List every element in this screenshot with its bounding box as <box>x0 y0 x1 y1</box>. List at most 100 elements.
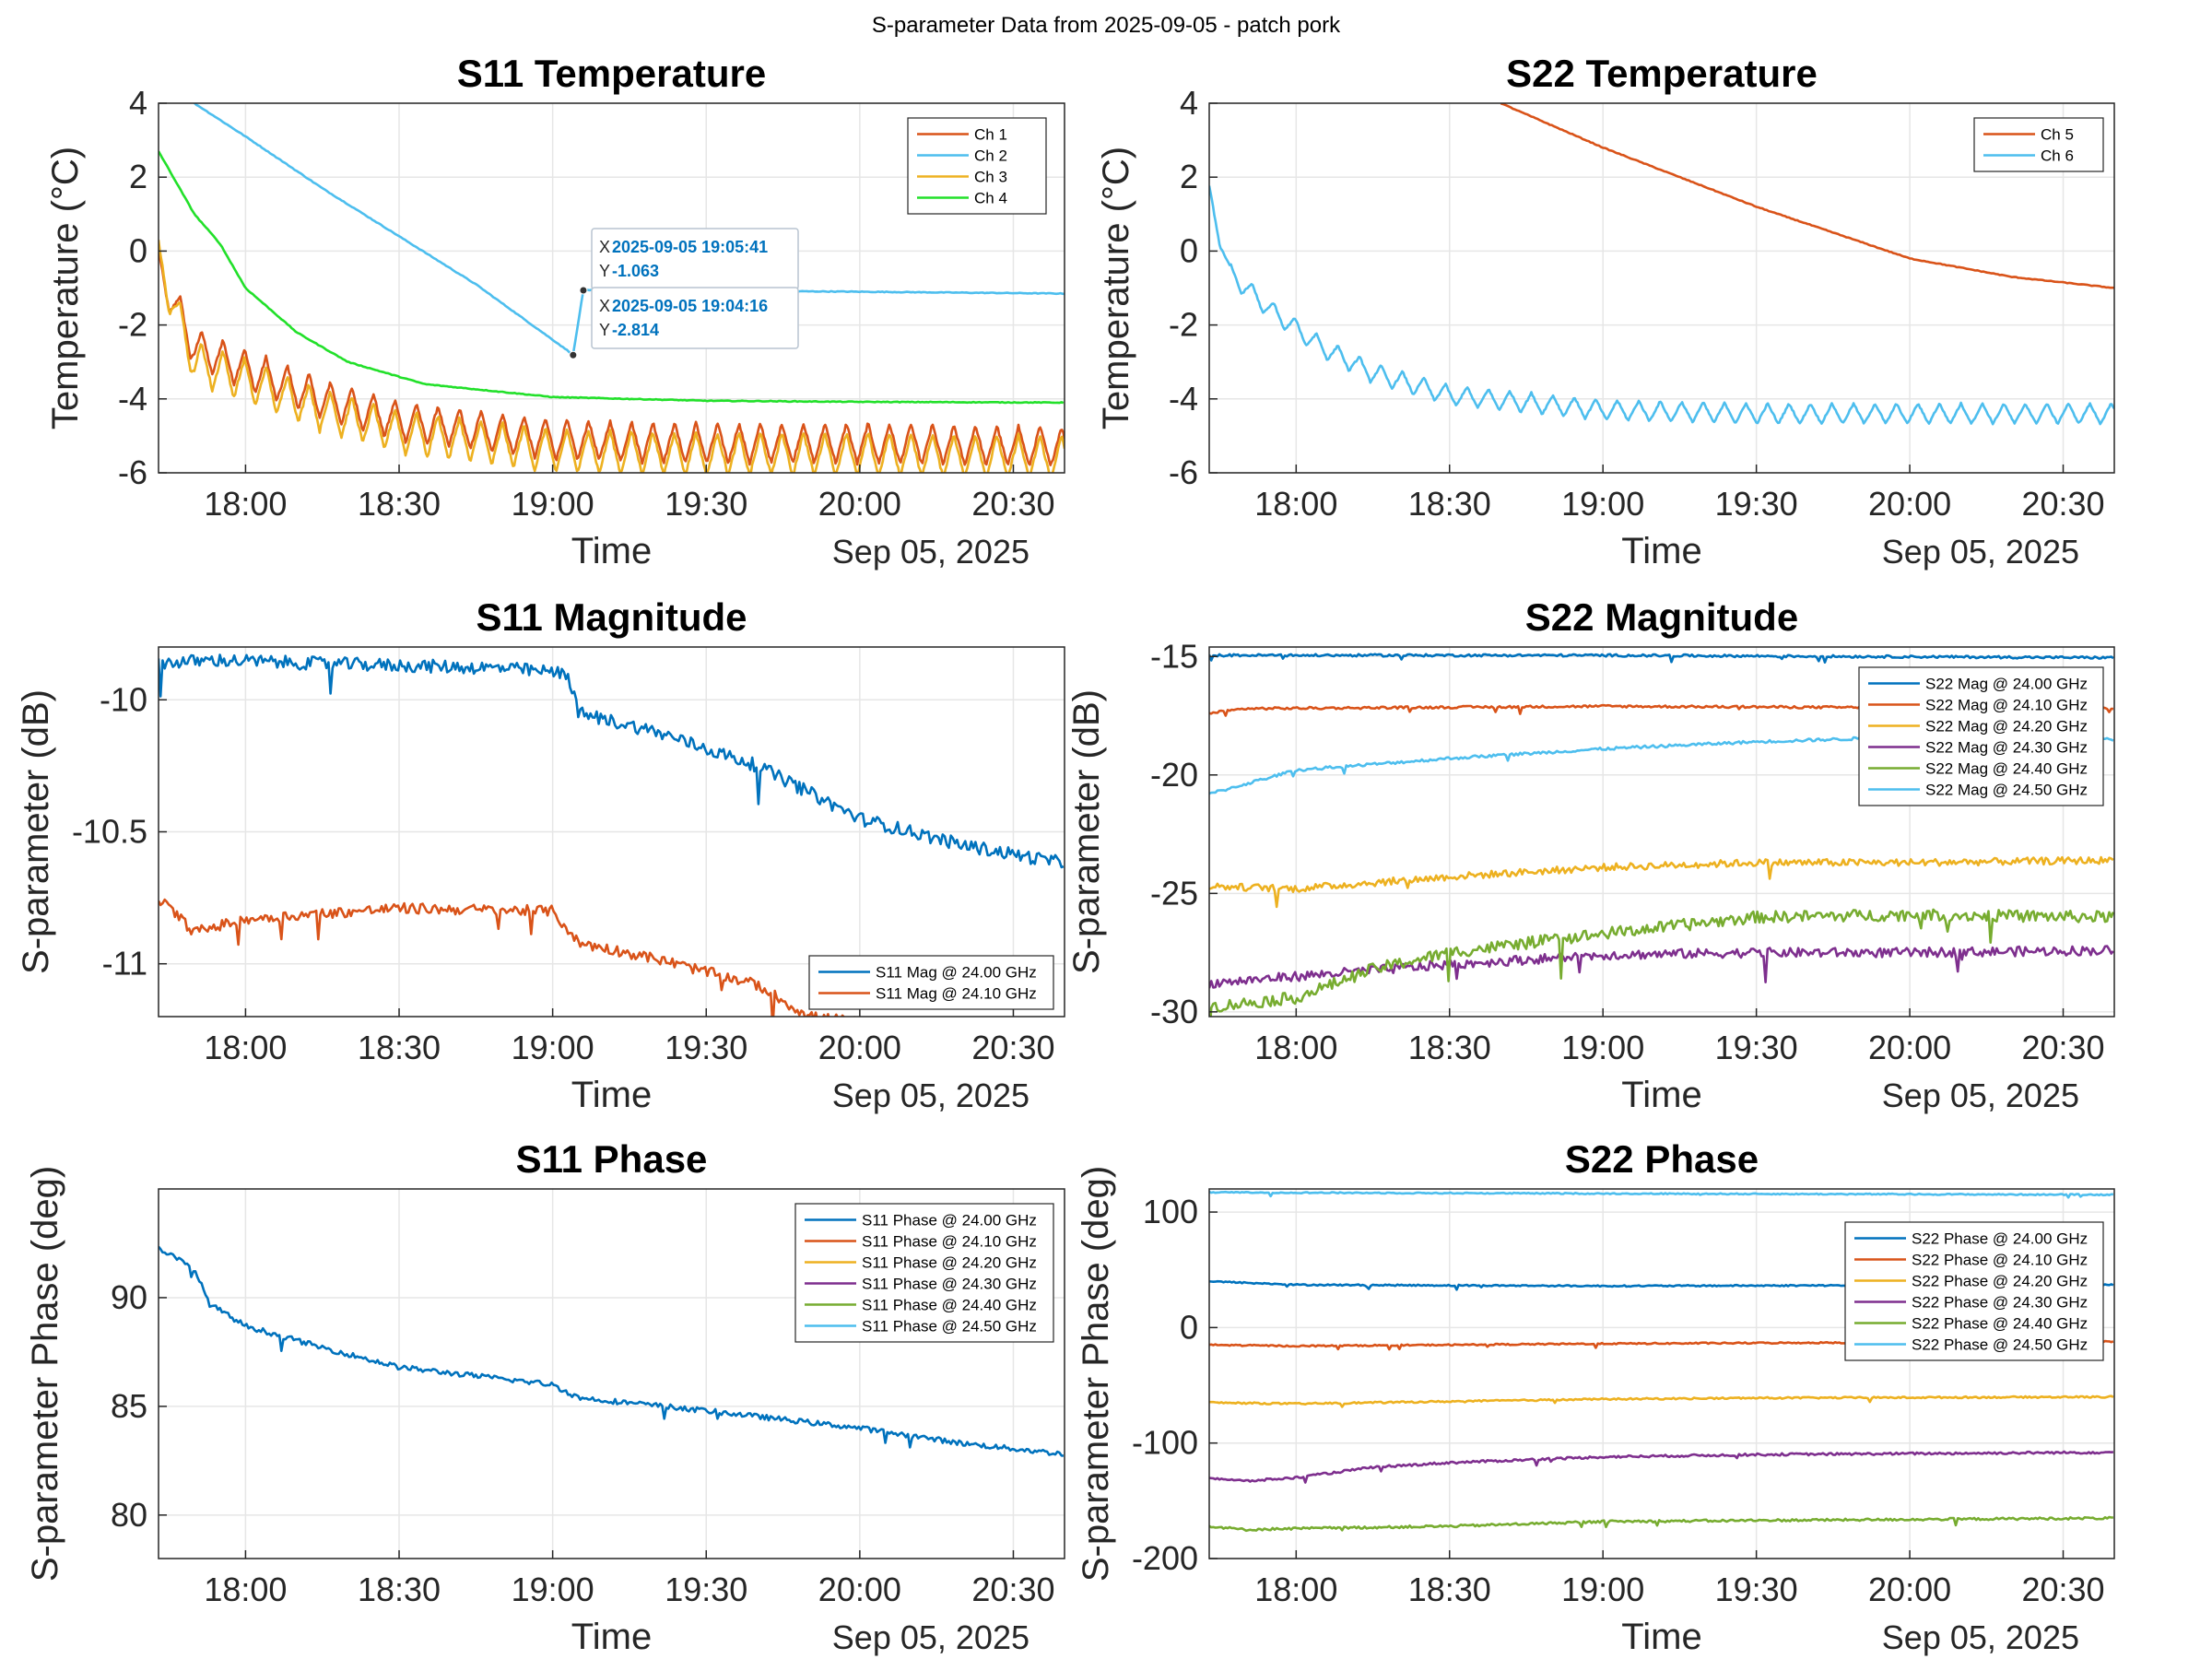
legend-entry: S11 Phase @ 24.30 GHz <box>862 1276 1037 1293</box>
legend-entry: Ch 1 <box>974 126 1007 144</box>
series-line-s22-mag-24-00-ghz <box>1209 653 2114 664</box>
x-tick-label: 19:00 <box>1561 485 1644 523</box>
datatip-box <box>591 287 799 349</box>
datatip-y-key: Y <box>599 262 610 280</box>
legend-entry: S11 Phase @ 24.50 GHz <box>862 1318 1037 1335</box>
legend-entry: S22 Phase @ 24.30 GHz <box>1912 1294 2088 1312</box>
x-tick-label: 19:00 <box>512 1029 594 1066</box>
legend: Ch 1 Ch 2 Ch 3 Ch 4 <box>907 117 1047 215</box>
legend-entry: S22 Mag @ 24.00 GHz <box>1925 676 2088 693</box>
legend-entry: S11 Phase @ 24.40 GHz <box>862 1297 1037 1314</box>
datatip-y-key: Y <box>599 321 610 339</box>
panel-title: S22 Temperature <box>1506 52 1818 95</box>
panel-title: S22 Phase <box>1565 1137 1759 1181</box>
y-axis-label: Temperature (°C) <box>45 147 86 429</box>
y-tick-label: 0 <box>1180 231 1198 269</box>
date-label: Sep 05, 2025 <box>1882 533 2079 571</box>
y-axis-label: S-parameter (dB) <box>16 689 56 974</box>
panel-title: S11 Magnitude <box>476 595 747 639</box>
series-line-ch-5 <box>1500 103 2114 289</box>
y-tick-label: -200 <box>1132 1539 1198 1577</box>
y-tick-label: -10 <box>100 680 147 718</box>
x-tick-label: 18:00 <box>1254 1029 1337 1066</box>
legend: S11 Mag @ 24.00 GHz S11 Mag @ 24.10 GHz <box>808 955 1054 1010</box>
series-group <box>159 653 1065 1017</box>
series-line-s22-mag-24-40-ghz <box>1209 908 2114 1017</box>
y-tick-label: -6 <box>1169 453 1198 491</box>
legend-entry: S22 Mag @ 24.50 GHz <box>1925 782 2088 799</box>
datatip-x-key: X <box>599 238 610 256</box>
x-tick-label: 20:00 <box>1868 1029 1951 1066</box>
x-tick-label: 19:00 <box>1561 1571 1644 1608</box>
legend-entry: S22 Phase @ 24.00 GHz <box>1912 1230 2088 1248</box>
legend-entry: S22 Phase @ 24.20 GHz <box>1912 1273 2088 1290</box>
legend-entry: Ch 2 <box>974 147 1007 165</box>
figure-suptitle: S-parameter Data from 2025-09-05 - patch… <box>872 13 1341 38</box>
legend-box <box>1844 1221 2104 1361</box>
series-line-s22-mag-24-30-ghz <box>1209 945 2114 989</box>
legend-entry: Ch 4 <box>974 190 1007 207</box>
datatip-y-value: -2.814 <box>612 321 659 339</box>
date-label: Sep 05, 2025 <box>832 1618 1030 1656</box>
y-tick-label: 4 <box>1180 84 1198 122</box>
datatip-x-value: 2025-09-05 19:05:41 <box>612 238 768 256</box>
legend-box <box>1858 666 2104 806</box>
x-tick-label: 19:30 <box>665 485 747 523</box>
panel-title: S11 Phase <box>516 1137 708 1181</box>
x-tick-label: 20:00 <box>818 1571 901 1608</box>
panel-s11-phase: 18:00 18:30 19:00 19:30 20:00 20:30 80 85 90 S11 … <box>25 1137 1065 1657</box>
legend-entry: S22 Mag @ 24.20 GHz <box>1925 718 2088 735</box>
legend-entry: S11 Phase @ 24.10 GHz <box>862 1233 1037 1251</box>
x-tick-label: 19:30 <box>1715 1029 1798 1066</box>
x-axis-label: Time <box>1621 1075 1701 1115</box>
legend: S22 Phase @ 24.00 GHz S22 Phase @ 24.10 G… <box>1844 1221 2104 1361</box>
x-tick-label: 18:30 <box>358 485 441 523</box>
series-group <box>159 1245 1065 1457</box>
y-tick-label: -30 <box>1150 993 1198 1030</box>
datatip-marker[interactable] <box>569 350 578 359</box>
date-label: Sep 05, 2025 <box>1882 1077 2079 1114</box>
legend-box <box>808 955 1054 1010</box>
x-tick-label: 20:00 <box>818 485 901 523</box>
legend-entry: S22 Mag @ 24.40 GHz <box>1925 760 2088 778</box>
datatip-y-value: -1.063 <box>612 262 659 280</box>
x-tick-label: 20:00 <box>1868 1571 1951 1608</box>
x-axis-label: Time <box>1621 531 1701 571</box>
axes-frame <box>1208 1188 2115 1559</box>
x-tick-label: 20:30 <box>971 485 1054 523</box>
x-axis-label: Time <box>571 1075 652 1115</box>
x-tick-label: 18:00 <box>204 485 287 523</box>
panel-s22-temp: 18:00 18:30 19:00 19:30 20:00 20:30 -6 -4 -2 0 2 4 S… <box>1096 52 2115 571</box>
legend: S11 Phase @ 24.00 GHz S11 Phase @ 24.10 G… <box>794 1203 1054 1343</box>
y-tick-label: -4 <box>1169 380 1198 418</box>
y-tick-label: -11 <box>102 945 147 982</box>
x-axis-label: Time <box>571 531 652 571</box>
legend-entry: S22 Phase @ 24.40 GHz <box>1912 1315 2088 1333</box>
y-tick-label: 80 <box>111 1496 147 1534</box>
datatip-marker[interactable] <box>579 286 588 295</box>
panel-s22-mag: 18:00 18:30 19:00 19:30 20:00 20:30 -30 -25 -20 -… <box>1066 595 2115 1115</box>
legend: Ch 5 Ch 6 <box>1973 117 2104 172</box>
datatip-x-key: X <box>599 297 610 315</box>
legend-entry: S11 Mag @ 24.10 GHz <box>876 985 1037 1003</box>
y-tick-label: 0 <box>1180 1308 1198 1346</box>
y-tick-label: -100 <box>1132 1424 1198 1462</box>
panel-s11-temp: 18:00 18:30 19:00 19:30 20:00 20:30 -6 -4 -2 0 2 4 S… <box>45 52 1065 571</box>
x-tick-label: 20:30 <box>2021 1029 2104 1066</box>
legend-entry: Ch 6 <box>2041 147 2074 165</box>
legend-entry: S11 Phase @ 24.20 GHz <box>862 1254 1037 1272</box>
x-tick-label: 20:30 <box>971 1029 1054 1066</box>
datatip[interactable]: X 2025-09-05 19:04:16Y -2.814 <box>569 287 799 359</box>
y-tick-label: -4 <box>118 380 147 418</box>
y-axis-label: S-parameter Phase (deg) <box>1076 1166 1116 1582</box>
legend-entry: S11 Phase @ 24.00 GHz <box>862 1212 1037 1230</box>
legend-entry: S22 Phase @ 24.10 GHz <box>1912 1252 2088 1269</box>
series-line-ch-6 <box>1209 185 2114 426</box>
date-label: Sep 05, 2025 <box>832 1077 1030 1114</box>
axes-frame <box>1208 646 2115 1018</box>
legend-entry: S11 Mag @ 24.00 GHz <box>876 964 1037 982</box>
series-line-ch-4 <box>159 150 1065 405</box>
datatip[interactable]: X 2025-09-05 19:05:41Y -1.063 <box>579 228 799 295</box>
panel-s22-phase: 18:00 18:30 19:00 19:30 20:00 20:30 -200 -100 0 1… <box>1076 1137 2115 1657</box>
y-axis-label: S-parameter Phase (deg) <box>25 1166 65 1582</box>
